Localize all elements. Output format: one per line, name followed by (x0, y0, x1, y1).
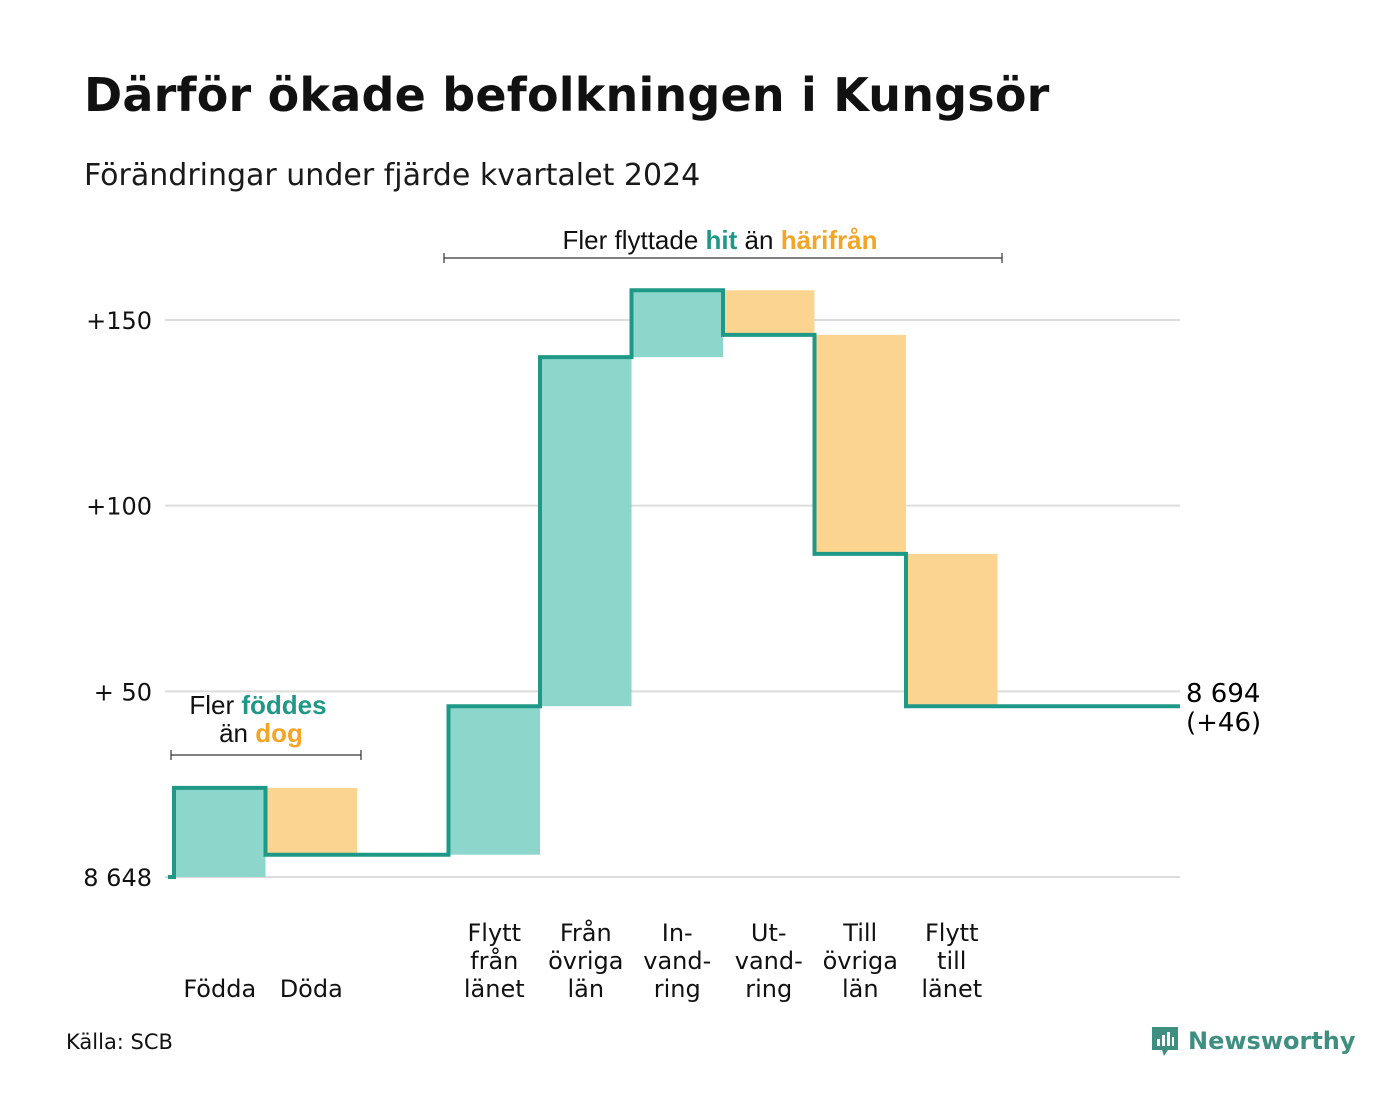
chart-title: Därför ökade befolkningen i Kungsör (84, 68, 1050, 122)
grid-layer: 8 648 + 50 +100 +150 (83, 307, 1180, 892)
newsworthy-logo-icon (1152, 1027, 1178, 1056)
migration-bracket (443, 253, 1003, 263)
waterfall-bar (174, 787, 266, 877)
x-category-label: Ut- (751, 919, 787, 947)
x-category-label: till (937, 947, 966, 975)
x-category-label: ring (745, 975, 792, 1003)
births-bracket (170, 750, 362, 760)
births-annotation-line1: Fler föddes (189, 690, 326, 720)
x-category-label: Döda (280, 975, 343, 1003)
end-value-label: 8 694 (1186, 679, 1260, 709)
x-category-label: Flytt (468, 919, 522, 947)
x-category-label: län (567, 975, 604, 1003)
migration-annotation: Fler flyttade hit än härifrån (443, 225, 1003, 263)
label-layer: Födda DödaFlyttfrånlänetFrånövrigalänIn-v… (183, 918, 982, 1003)
x-category-label: Födda (183, 975, 256, 1003)
waterfall-bar (631, 290, 723, 358)
x-category-label: från (470, 946, 518, 975)
brand[interactable]: Newsworthy (1150, 1024, 1356, 1058)
x-category-label: Flytt (925, 919, 979, 947)
line-layer (168, 288, 1180, 879)
source-note: Källa: SCB (66, 1030, 173, 1054)
bar-layer (174, 290, 998, 877)
y-tick-label: 8 648 (83, 864, 152, 892)
migration-annotation-text: Fler flyttade hit än härifrån (562, 225, 877, 255)
waterfall-bar (448, 706, 540, 855)
x-category-label: län (842, 975, 879, 1003)
x-category-label: länet (464, 975, 525, 1003)
y-tick-label: +100 (86, 493, 152, 521)
y-tick-label: + 50 (94, 678, 152, 706)
waterfall-bar (540, 357, 632, 707)
brand-name: Newsworthy (1188, 1027, 1356, 1055)
y-tick-label: +150 (86, 307, 152, 335)
x-category-label: övriga (548, 947, 623, 975)
end-change-label: (+46) (1186, 708, 1261, 738)
x-category-label: övriga (823, 947, 898, 975)
births-annotation-line2: än dog (219, 718, 303, 748)
births-annotation: Fler föddes än dog (170, 690, 362, 760)
x-category-label: Från (560, 918, 612, 947)
cumulative-step-line (168, 288, 1180, 879)
x-category-label: Till (842, 919, 877, 947)
waterfall-bar (906, 553, 998, 707)
x-category-label: In- (662, 919, 693, 947)
waterfall-bar (814, 334, 906, 554)
chart-subtitle: Förändringar under fjärde kvartalet 2024 (84, 158, 701, 193)
waterfall-bar (723, 290, 815, 335)
waterfall-bar (265, 787, 357, 855)
x-category-label: länet (921, 975, 982, 1003)
x-category-label: vand- (735, 947, 803, 975)
x-category-label: vand- (643, 947, 711, 975)
x-category-label: ring (654, 975, 701, 1003)
